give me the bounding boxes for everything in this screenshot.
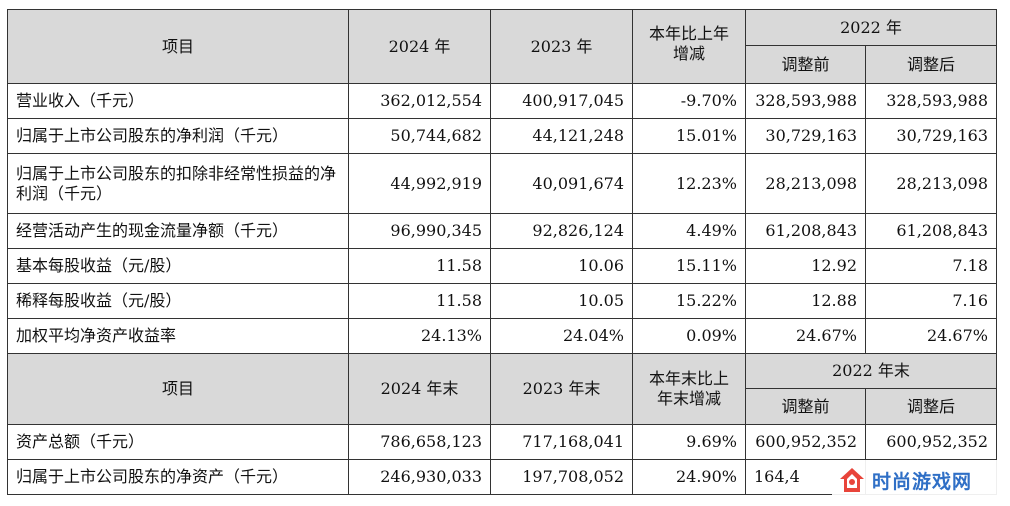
header-before-adjustment: 调整前: [745, 388, 866, 425]
row-label: 归属于上市公司股东的净资产（千元）: [7, 459, 349, 495]
row-label: 归属于上市公司股东的扣除非经常性损益的净利润（千元）: [7, 153, 349, 214]
header-2023: 2023 年: [490, 9, 633, 84]
value-after: 30,729,163: [865, 118, 997, 154]
value-change: 15.11%: [632, 248, 746, 284]
value-2024: 246,930,033: [348, 459, 491, 495]
row-label: 归属于上市公司股东的净利润（千元）: [7, 118, 349, 154]
value-after: 28,213,098: [865, 153, 997, 214]
value-2023: 40,091,674: [490, 153, 633, 214]
value-before: 61,208,843: [745, 213, 866, 249]
value-change: -9.70%: [632, 83, 746, 119]
value-change: 4.49%: [632, 213, 746, 249]
value-2024: 44,992,919: [348, 153, 491, 214]
value-2024: 11.58: [348, 248, 491, 284]
header-change-line1: 本年比上年: [648, 24, 729, 43]
table-row: 加权平均净资产收益率 24.13% 24.04% 0.09% 24.67% 24…: [7, 318, 997, 354]
value-after: 600,952,352: [865, 424, 997, 460]
value-2024: 786,658,123: [348, 424, 491, 460]
value-2024: 96,990,345: [348, 213, 491, 249]
watermark: 时尚游戏网: [832, 460, 1010, 500]
table-row: 归属于上市公司股东的净利润（千元） 50,744,682 44,121,248 …: [7, 118, 997, 154]
table-row: 基本每股收益（元/股） 11.58 10.06 15.11% 12.92 7.1…: [7, 248, 997, 284]
row-label: 稀释每股收益（元/股）: [7, 283, 349, 319]
value-before: 28,213,098: [745, 153, 866, 214]
value-2023: 10.06: [490, 248, 633, 284]
value-2023: 24.04%: [490, 318, 633, 354]
header-before-adjustment: 调整前: [745, 45, 866, 84]
header-after-adjustment: 调整后: [865, 388, 997, 425]
value-2023: 717,168,041: [490, 424, 633, 460]
value-before: 24.67%: [745, 318, 866, 354]
header-2024-end: 2024 年末: [348, 353, 491, 425]
section1-subheader-row: 调整前 调整后: [8, 45, 997, 84]
row-label: 基本每股收益（元/股）: [7, 248, 349, 284]
value-2024: 11.58: [348, 283, 491, 319]
value-2023: 44,121,248: [490, 118, 633, 154]
value-change: 24.90%: [632, 459, 746, 495]
value-2024: 24.13%: [348, 318, 491, 354]
value-after: 24.67%: [865, 318, 997, 354]
value-after: 328,593,988: [865, 83, 997, 119]
value-before: 12.92: [745, 248, 866, 284]
section2-header-row: 项目 2024 年末 2023 年末 本年末比上 年末增减 2022 年末: [7, 353, 997, 425]
section2-subheader-row: 调整前 调整后: [8, 388, 997, 425]
table-row: 经营活动产生的现金流量净额（千元） 96,990,345 92,826,124 …: [7, 213, 997, 249]
row-label: 加权平均净资产收益率: [7, 318, 349, 354]
header-change: 本年末比上 年末增减: [632, 353, 746, 425]
value-before: 328,593,988: [745, 83, 866, 119]
table-row: 资产总额（千元） 786,658,123 717,168,041 9.69% 6…: [7, 424, 997, 460]
value-before: 600,952,352: [745, 424, 866, 460]
header-2024: 2024 年: [348, 9, 491, 84]
header-2023-end: 2023 年末: [490, 353, 633, 425]
value-after: 7.16: [865, 283, 997, 319]
value-2023: 10.05: [490, 283, 633, 319]
header-change: 本年比上年 增减: [632, 9, 746, 84]
value-2023: 92,826,124: [490, 213, 633, 249]
header-after-adjustment: 调整后: [865, 45, 997, 84]
row-label: 经营活动产生的现金流量净额（千元）: [7, 213, 349, 249]
table-row: 归属于上市公司股东的扣除非经常性损益的净利润（千元） 44,992,919 40…: [7, 153, 997, 214]
value-after: 61,208,843: [865, 213, 997, 249]
house-logo-icon: [840, 468, 864, 492]
header-2022-end: 2022 年末: [745, 353, 997, 389]
value-2023: 197,708,052: [490, 459, 633, 495]
value-after: 7.18: [865, 248, 997, 284]
header-change-line2: 增减: [672, 44, 705, 63]
table-row: 营业收入（千元） 362,012,554 400,917,045 -9.70% …: [7, 83, 997, 119]
value-2023: 400,917,045: [490, 83, 633, 119]
header-change-line1: 本年末比上: [648, 369, 729, 388]
section1-header-row: 项目 2024 年 2023 年 本年比上年 增减 2022 年: [7, 9, 997, 84]
header-2022: 2022 年: [745, 9, 997, 46]
value-change: 0.09%: [632, 318, 746, 354]
value-change: 12.23%: [632, 153, 746, 214]
row-label: 资产总额（千元）: [7, 424, 349, 460]
value-2024: 50,744,682: [348, 118, 491, 154]
watermark-text: 时尚游戏网: [872, 470, 973, 493]
header-item: 项目: [7, 353, 349, 425]
row-label: 营业收入（千元）: [7, 83, 349, 119]
table-row: 稀释每股收益（元/股） 11.58 10.05 15.22% 12.88 7.1…: [7, 283, 997, 319]
financial-summary-table: 项目 2024 年 2023 年 本年比上年 增减 2022 年 调整前 调整后…: [7, 9, 997, 495]
value-change: 15.01%: [632, 118, 746, 154]
value-change: 15.22%: [632, 283, 746, 319]
value-before: 12.88: [745, 283, 866, 319]
value-before: 30,729,163: [745, 118, 866, 154]
header-item: 项目: [7, 9, 349, 84]
value-change: 9.69%: [632, 424, 746, 460]
value-2024: 362,012,554: [348, 83, 491, 119]
header-change-line2: 年末增减: [656, 389, 721, 408]
